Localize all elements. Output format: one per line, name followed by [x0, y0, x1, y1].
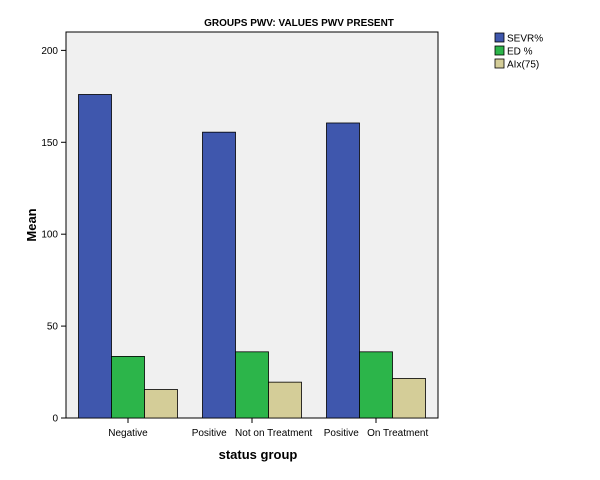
legend-label: ED %: [507, 47, 533, 58]
legend-swatch: [494, 45, 505, 56]
bar: [359, 351, 393, 419]
legend-swatch: [494, 32, 505, 43]
y-tick-label: 150: [41, 138, 58, 149]
y-tick-label: 0: [52, 414, 58, 425]
y-tick-label: 200: [41, 46, 58, 57]
legend-label: SEVR%: [507, 34, 543, 45]
bar: [392, 378, 426, 419]
bar: [326, 122, 360, 419]
legend-swatch: [494, 58, 505, 69]
x-tick-label: Positive Not on Treatment: [192, 428, 313, 439]
y-axis: 0 50 100 150 200: [41, 46, 66, 425]
x-axis: Negative Positive Not on Treatment Positiv…: [108, 418, 428, 439]
y-tick-label: 50: [47, 322, 59, 333]
legend: SEVR% ED % AIx(75): [494, 32, 543, 71]
y-tick-label: 100: [41, 230, 58, 241]
bar: [78, 94, 112, 419]
chart-title: GROUPS PWV: VALUES PWV PRESENT: [204, 18, 394, 29]
legend-label: AIx(75): [507, 60, 539, 71]
bars-group: [78, 94, 426, 419]
bar: [235, 351, 269, 419]
x-tick-label: Positive On Treatment: [324, 428, 429, 439]
x-axis-label: status group: [219, 447, 298, 462]
bar: [202, 131, 236, 419]
x-tick-label: Negative: [108, 428, 148, 439]
bar: [111, 356, 145, 419]
y-axis-label: Mean: [24, 208, 39, 241]
bar: [268, 381, 302, 419]
bar: [144, 389, 178, 419]
